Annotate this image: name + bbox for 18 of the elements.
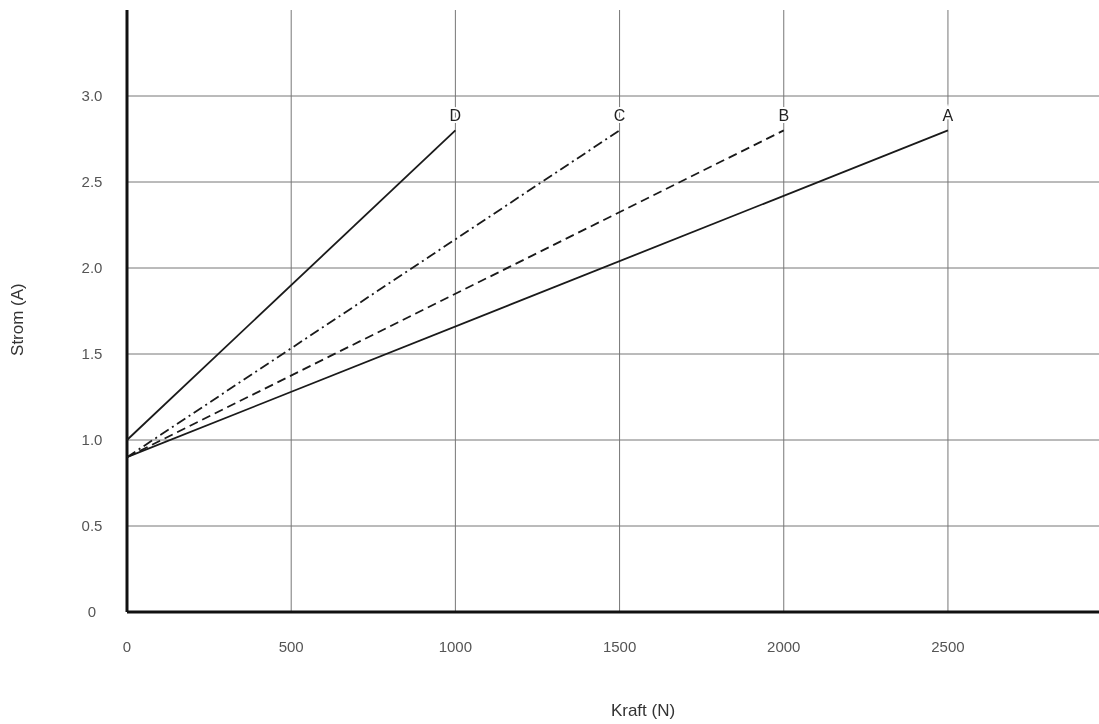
y-tick-label: 0 <box>87 603 97 620</box>
x-tick-label: 1000 <box>438 638 473 655</box>
x-tick-label: 500 <box>278 638 304 655</box>
y-tick-label: 2.0 <box>81 259 103 276</box>
series-label: A <box>942 107 954 125</box>
y-tick-label: 1.5 <box>81 345 103 362</box>
series-label: B <box>778 107 790 125</box>
y-tick-label: 3.0 <box>81 87 103 104</box>
y-axis-title: Strom (A) <box>8 283 27 356</box>
x-tick-label: 1500 <box>602 638 637 655</box>
x-tick-label: 2000 <box>767 638 801 655</box>
x-axis-title: Kraft (N) <box>610 701 676 720</box>
x-tick-label: 2500 <box>931 638 965 655</box>
y-tick-label: 1.0 <box>81 431 103 448</box>
y-tick-label: 0.5 <box>81 517 103 534</box>
y-tick-label: 2.5 <box>81 173 103 190</box>
series-label: D <box>449 107 462 125</box>
x-tick-label: 0 <box>122 638 132 655</box>
